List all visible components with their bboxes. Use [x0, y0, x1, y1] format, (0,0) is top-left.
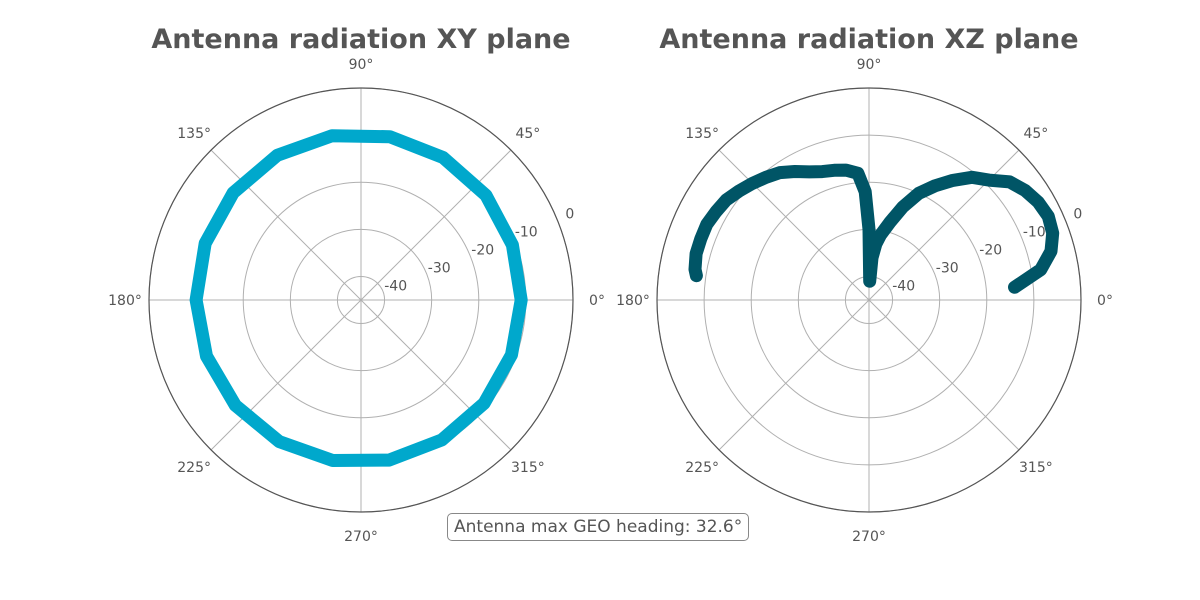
- theta-tick-label: 315°: [511, 460, 545, 476]
- theta-tick-label: 90°: [857, 57, 882, 73]
- chart-title: Antenna radiation XY plane: [151, 24, 570, 55]
- series-line: [688, 163, 1060, 294]
- polar-chart-xz: Antenna radiation XZ plane 0° 45° 90° 135° 18…: [616, 24, 1113, 545]
- theta-tick-label: 0°: [1097, 293, 1113, 309]
- annotation-box: Antenna max GEO heading: 32.6°: [447, 513, 750, 541]
- series-line: [189, 129, 528, 467]
- theta-tick-label: 135°: [685, 126, 719, 142]
- theta-tick-label: 180°: [616, 293, 650, 309]
- r-tick-label: 0: [1073, 207, 1082, 223]
- r-tick-label: -20: [471, 243, 494, 259]
- polar-frame: [656, 87, 1082, 513]
- r-tick-label: -10: [1023, 225, 1046, 241]
- r-tick-label: -10: [515, 225, 538, 241]
- r-tick-label: 0: [565, 207, 574, 223]
- theta-tick-label: 270°: [852, 529, 886, 545]
- theta-tick-label: 225°: [177, 460, 211, 476]
- r-tick-label: -20: [979, 243, 1002, 259]
- r-tick-label: -40: [892, 279, 915, 295]
- polar-frame: [148, 87, 574, 513]
- theta-gridline: [360, 299, 512, 451]
- theta-gridline: [868, 299, 1020, 451]
- r-tick-label: -30: [936, 261, 959, 277]
- theta-tick-label: 270°: [344, 529, 378, 545]
- theta-gridline: [210, 149, 362, 301]
- theta-tick-label: 225°: [685, 460, 719, 476]
- theta-tick-label: 90°: [349, 57, 374, 73]
- theta-tick-label: 0°: [589, 293, 605, 309]
- theta-gridline: [360, 149, 512, 301]
- theta-tick-label: 45°: [515, 126, 540, 142]
- theta-tick-label: 180°: [108, 293, 142, 309]
- r-tick-label: -40: [384, 279, 407, 295]
- theta-tick-label: 45°: [1023, 126, 1048, 142]
- theta-gridline: [718, 299, 870, 451]
- chart-title: Antenna radiation XZ plane: [659, 24, 1078, 55]
- theta-tick-label: 315°: [1019, 460, 1053, 476]
- theta-gridline: [210, 299, 362, 451]
- theta-tick-label: 135°: [177, 126, 211, 142]
- polar-chart-xy: Antenna radiation XY plane 0° 45° 90° 135° 18…: [108, 24, 605, 545]
- theta-gridline: [718, 149, 870, 301]
- r-tick-label: -30: [428, 261, 451, 277]
